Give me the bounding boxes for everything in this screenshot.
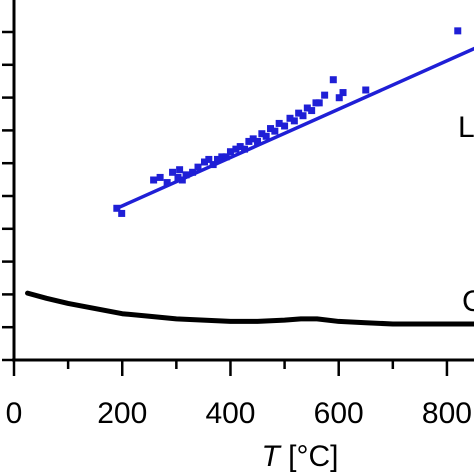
data-point	[222, 153, 230, 161]
data-point	[299, 112, 307, 120]
data-point	[236, 143, 244, 151]
data-point	[182, 171, 190, 179]
data-point	[281, 122, 289, 130]
data-point	[275, 119, 283, 127]
data-point	[218, 153, 226, 161]
x-axis-title-unit: [°C]	[280, 440, 339, 473]
data-point	[245, 137, 253, 145]
data-point	[267, 125, 275, 133]
y-axis-ticks	[2, 30, 14, 362]
data-point	[321, 91, 329, 99]
legend-fragment-blue: L	[458, 111, 474, 144]
data-point	[249, 135, 257, 143]
data-point	[286, 114, 294, 122]
data-point	[241, 145, 249, 153]
data-point	[308, 107, 316, 115]
plot-series	[25, 27, 474, 327]
data-point	[194, 163, 202, 171]
data-point	[226, 148, 234, 156]
data-point	[232, 145, 240, 153]
data-point	[258, 130, 266, 138]
data-point	[271, 127, 279, 135]
data-point	[315, 99, 323, 107]
data-point	[156, 173, 164, 181]
data-point	[339, 89, 347, 97]
x-tick-label: 0	[6, 397, 23, 430]
data-point	[150, 176, 158, 184]
axes	[12, 0, 474, 362]
data-point	[205, 155, 213, 163]
data-point	[362, 86, 370, 94]
x-axis-title-symbol: T	[262, 440, 283, 473]
x-axis-title: T [°C]	[262, 440, 339, 473]
data-point	[290, 117, 298, 125]
x-tick-labels: 0 200 400 600 800	[6, 397, 472, 430]
data-point	[176, 166, 184, 174]
data-point	[262, 132, 270, 140]
data-point	[118, 209, 126, 217]
data-point	[200, 158, 208, 166]
baseline-curve	[25, 290, 474, 327]
x-tick-label: 800	[422, 397, 472, 430]
data-point	[213, 155, 221, 163]
data-point	[335, 94, 343, 102]
x-tick-label: 200	[97, 397, 147, 430]
data-point	[174, 173, 182, 181]
x-axis-ticks	[12, 360, 449, 376]
series-label-black: C	[462, 285, 474, 318]
data-point	[169, 168, 177, 176]
x-tick-label: 600	[314, 397, 364, 430]
x-tick-label: 400	[205, 397, 255, 430]
data-point	[254, 137, 262, 145]
data-point	[163, 179, 171, 187]
data-point	[295, 109, 303, 117]
data-point	[303, 104, 311, 112]
data-point	[454, 27, 462, 35]
data-point	[189, 168, 197, 176]
fit-line	[115, 46, 474, 211]
data-point	[329, 76, 337, 84]
